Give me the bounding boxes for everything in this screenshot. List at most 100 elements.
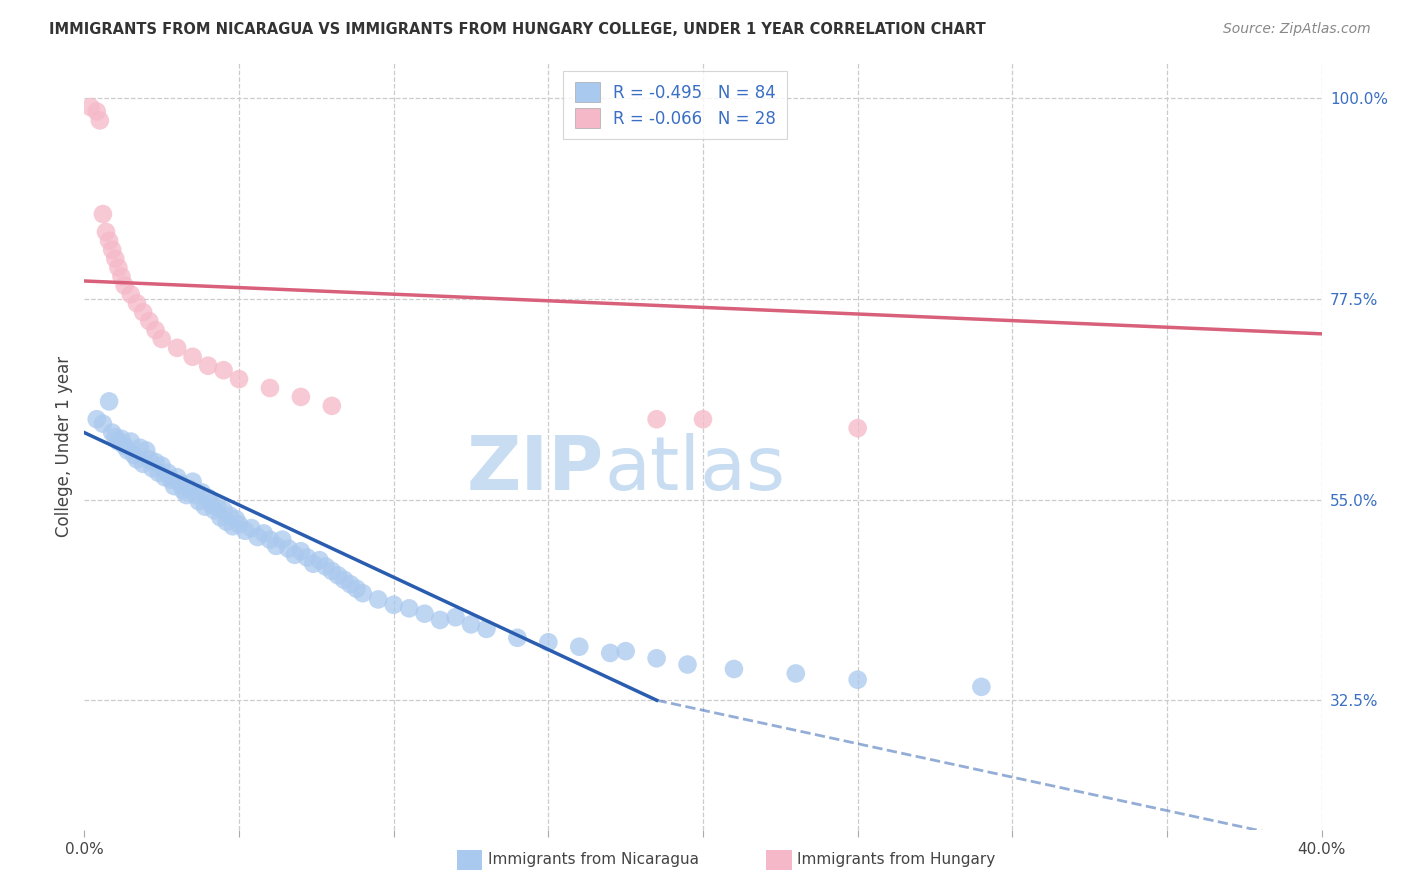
Point [122, 448, 145, 462]
Point [228, 372, 250, 386]
Point [187, 494, 209, 508]
Point [599, 646, 621, 660]
Point [339, 577, 361, 591]
Point [194, 500, 217, 514]
Point [228, 517, 250, 532]
Point [209, 510, 232, 524]
Text: ZIP: ZIP [467, 433, 605, 506]
Point [290, 544, 312, 558]
Point [321, 564, 343, 578]
Y-axis label: College, Under 1 year: College, Under 1 year [55, 355, 73, 537]
Point [259, 533, 281, 547]
Text: Immigrants from Hungary: Immigrants from Hungary [797, 853, 995, 867]
Point [333, 573, 356, 587]
Point [315, 559, 337, 574]
Point [295, 550, 318, 565]
Point [398, 601, 420, 615]
Point [207, 500, 229, 514]
Point [114, 278, 136, 293]
Point [145, 323, 167, 337]
Point [970, 680, 993, 694]
Point [101, 243, 124, 257]
Point [120, 434, 142, 449]
Point [138, 452, 160, 467]
Point [160, 473, 183, 487]
Point [429, 613, 451, 627]
Point [98, 394, 121, 409]
Point [785, 666, 807, 681]
Point [114, 439, 136, 453]
Point [240, 521, 263, 535]
Point [94, 225, 117, 239]
Point [222, 519, 245, 533]
Point [308, 553, 330, 567]
Point [225, 512, 247, 526]
Point [212, 363, 235, 377]
Text: Immigrants from Nicaragua: Immigrants from Nicaragua [488, 853, 699, 867]
Point [382, 598, 405, 612]
Point [676, 657, 699, 672]
Point [181, 475, 204, 489]
Point [846, 673, 869, 687]
Point [104, 252, 127, 266]
Point [138, 314, 160, 328]
Point [153, 470, 176, 484]
Point [86, 412, 108, 426]
Point [284, 548, 307, 562]
Point [645, 412, 668, 426]
Point [212, 503, 235, 517]
Point [215, 515, 238, 529]
Point [846, 421, 869, 435]
Point [179, 482, 201, 496]
Point [253, 526, 276, 541]
Point [104, 430, 127, 444]
Point [246, 530, 269, 544]
Point [117, 443, 139, 458]
Point [91, 207, 114, 221]
Point [271, 533, 294, 547]
Point [321, 399, 343, 413]
Point [101, 425, 124, 440]
Text: Source: ZipAtlas.com: Source: ZipAtlas.com [1223, 22, 1371, 37]
Point [98, 234, 121, 248]
Point [125, 452, 148, 467]
Point [166, 341, 188, 355]
Point [150, 458, 173, 473]
Point [86, 104, 108, 119]
Point [277, 541, 299, 556]
Point [176, 488, 198, 502]
Point [264, 539, 287, 553]
Point [132, 305, 155, 319]
Point [568, 640, 591, 654]
Point [723, 662, 745, 676]
Point [191, 485, 214, 500]
Point [218, 508, 240, 523]
Point [460, 617, 482, 632]
Text: atlas: atlas [605, 433, 785, 506]
Point [91, 417, 114, 431]
Point [614, 644, 637, 658]
Point [346, 582, 368, 596]
Point [120, 287, 142, 301]
Point [135, 443, 157, 458]
Point [506, 631, 529, 645]
Point [166, 470, 188, 484]
Point [125, 296, 148, 310]
Point [413, 607, 436, 621]
Legend: R = -0.495   N = 84, R = -0.066   N = 28: R = -0.495 N = 84, R = -0.066 N = 28 [562, 70, 787, 139]
Point [163, 479, 186, 493]
Point [132, 457, 155, 471]
Point [202, 503, 225, 517]
Text: IMMIGRANTS FROM NICARAGUA VS IMMIGRANTS FROM HUNGARY COLLEGE, UNDER 1 YEAR CORRE: IMMIGRANTS FROM NICARAGUA VS IMMIGRANTS … [49, 22, 986, 37]
Point [107, 260, 129, 275]
Point [290, 390, 312, 404]
Point [197, 491, 219, 505]
Point [156, 466, 179, 480]
Point [184, 488, 207, 502]
Point [200, 497, 222, 511]
Point [89, 113, 111, 128]
Point [326, 568, 349, 582]
Point [129, 441, 152, 455]
Point [110, 432, 132, 446]
Point [169, 476, 191, 491]
